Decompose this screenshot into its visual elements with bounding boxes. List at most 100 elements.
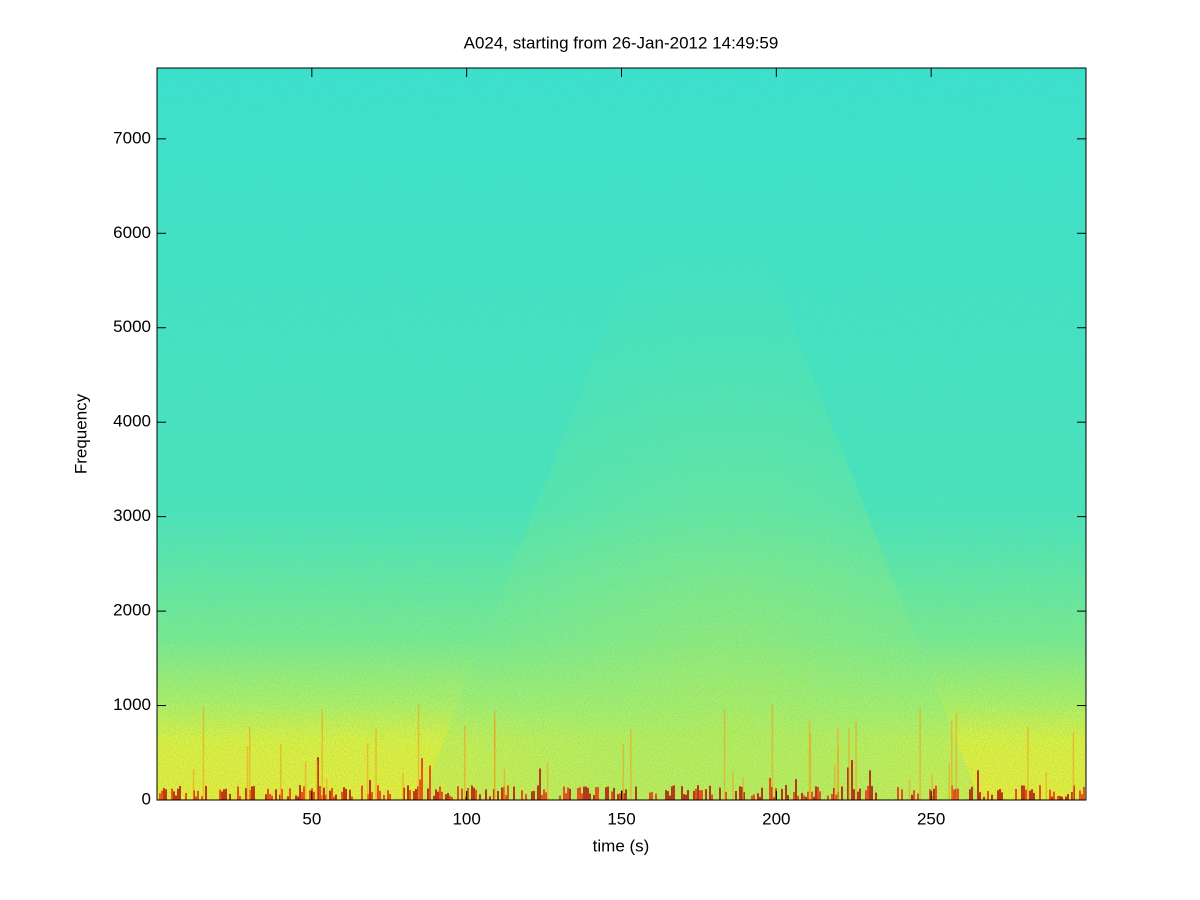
spectrogram-texture: [671, 786, 673, 800]
spectrogram-texture: [687, 790, 689, 800]
spectrogram-texture: [741, 787, 743, 800]
spectrogram-texture: [316, 760, 318, 800]
spectrogram-texture: [897, 787, 899, 800]
spectrogram-texture: [701, 790, 703, 800]
x-tick-label: 100: [452, 809, 480, 828]
spectrogram-texture: [1025, 789, 1027, 800]
spectrogram-texture: [577, 787, 579, 800]
spectrogram-texture: [1065, 796, 1067, 800]
spectrogram-texture: [485, 789, 487, 800]
spectrogram-texture: [732, 770, 734, 800]
spectrogram-texture: [613, 787, 615, 800]
spectrogram-texture: [595, 787, 597, 800]
spectrogram-texture: [605, 787, 607, 800]
spectrogram-texture: [587, 787, 589, 800]
spectrogram-texture: [803, 795, 805, 800]
spectrogram-texture: [299, 785, 301, 800]
spectrogram-texture: [505, 795, 507, 800]
spectrogram-texture: [809, 732, 812, 800]
x-axis-label: time (s): [593, 836, 650, 855]
spectrogram-texture: [457, 786, 459, 800]
spectrogram-texture: [977, 770, 979, 800]
spectrogram-texture: [533, 790, 535, 800]
spectrogram-texture: [848, 728, 850, 800]
spectrogram-texture: [175, 795, 177, 800]
y-tick-label: 3000: [113, 506, 151, 525]
spectrogram-texture: [753, 794, 755, 800]
spectrogram-texture: [192, 769, 195, 800]
spectrogram-texture: [833, 787, 835, 800]
spectrogram-texture: [229, 793, 231, 800]
spectrogram-texture: [389, 793, 391, 800]
x-tick-label: 250: [917, 809, 945, 828]
spectrogram-texture: [433, 795, 435, 800]
spectrogram-texture: [319, 785, 321, 800]
spectrogram-texture: [875, 792, 877, 800]
spectrogram-texture: [589, 793, 591, 800]
spectrogram-texture: [1061, 796, 1063, 800]
spectrogram-texture: [205, 785, 207, 800]
spectrogram-texture: [565, 793, 567, 800]
spectrogram-texture: [1059, 796, 1061, 800]
spectrogram-texture: [361, 785, 363, 800]
spectrogram-texture: [971, 786, 973, 800]
spectrogram-texture: [742, 777, 744, 800]
y-tick-label: 5000: [113, 317, 151, 336]
spectrogram-texture: [427, 788, 429, 800]
spectrogram-texture: [581, 793, 583, 800]
spectrogram-texture: [693, 790, 695, 800]
spectrogram-texture: [1071, 791, 1073, 800]
spectrogram-texture: [785, 785, 787, 800]
spectrogram-texture: [617, 794, 619, 800]
spectrogram-texture: [501, 787, 503, 800]
spectrogram-texture: [585, 786, 587, 800]
spectrogram-texture: [173, 791, 175, 800]
spectrogram-texture: [163, 787, 165, 800]
spectrogram-texture: [683, 794, 685, 800]
spectrogram-texture: [197, 790, 199, 800]
spectrogram-texture: [321, 709, 323, 800]
spectrogram-texture: [471, 785, 473, 800]
spectrogram-texture: [597, 787, 599, 800]
spectrogram-texture: [313, 791, 315, 800]
spectrogram-texture: [309, 790, 311, 800]
spectrogram-texture: [333, 796, 335, 800]
x-tick-label: 150: [607, 809, 635, 828]
spectrogram-texture: [933, 788, 935, 800]
spectrogram-texture: [246, 745, 249, 800]
spectrogram-texture: [787, 795, 789, 800]
spectrogram-texture: [607, 786, 609, 800]
y-tick-label: 4000: [113, 412, 151, 431]
spectrogram-texture: [521, 790, 523, 800]
spectrogram-texture: [403, 787, 405, 800]
spectrogram-texture: [725, 791, 727, 800]
spectrogram-texture: [847, 767, 849, 800]
spectrogram-texture: [1072, 732, 1075, 800]
spectrogram-texture: [817, 786, 819, 800]
spectrogram-texture: [1067, 793, 1069, 800]
spectrogram-texture: [525, 794, 527, 800]
spectrogram-texture: [695, 788, 697, 800]
spectrogram-texture: [911, 794, 913, 800]
spectrogram-texture: [709, 785, 711, 800]
spectrogram-texture: [451, 796, 453, 800]
spectrogram-texture: [931, 774, 933, 800]
spectrogram-texture: [165, 789, 167, 800]
spectrogram-texture: [437, 791, 439, 800]
spectrogram-texture: [669, 795, 671, 800]
spectrogram-texture: [248, 726, 251, 800]
spectrogram-texture: [473, 787, 475, 800]
y-axis-label: Frequency: [71, 393, 90, 474]
spectrogram-texture: [179, 786, 181, 800]
chart-title: A024, starting from 26-Jan-2012 14:49:59: [464, 33, 779, 52]
spectrogram-texture: [464, 725, 466, 800]
spectrogram-texture: [1033, 792, 1035, 800]
spectrogram-texture: [223, 789, 225, 800]
spectrogram-texture: [513, 786, 515, 800]
spectrogram-texture: [1049, 789, 1051, 800]
spectrogram-texture: [1051, 796, 1053, 800]
spectrogram-texture: [837, 747, 839, 800]
spectrogram-texture: [489, 796, 491, 800]
spectrogram-texture: [201, 796, 203, 800]
